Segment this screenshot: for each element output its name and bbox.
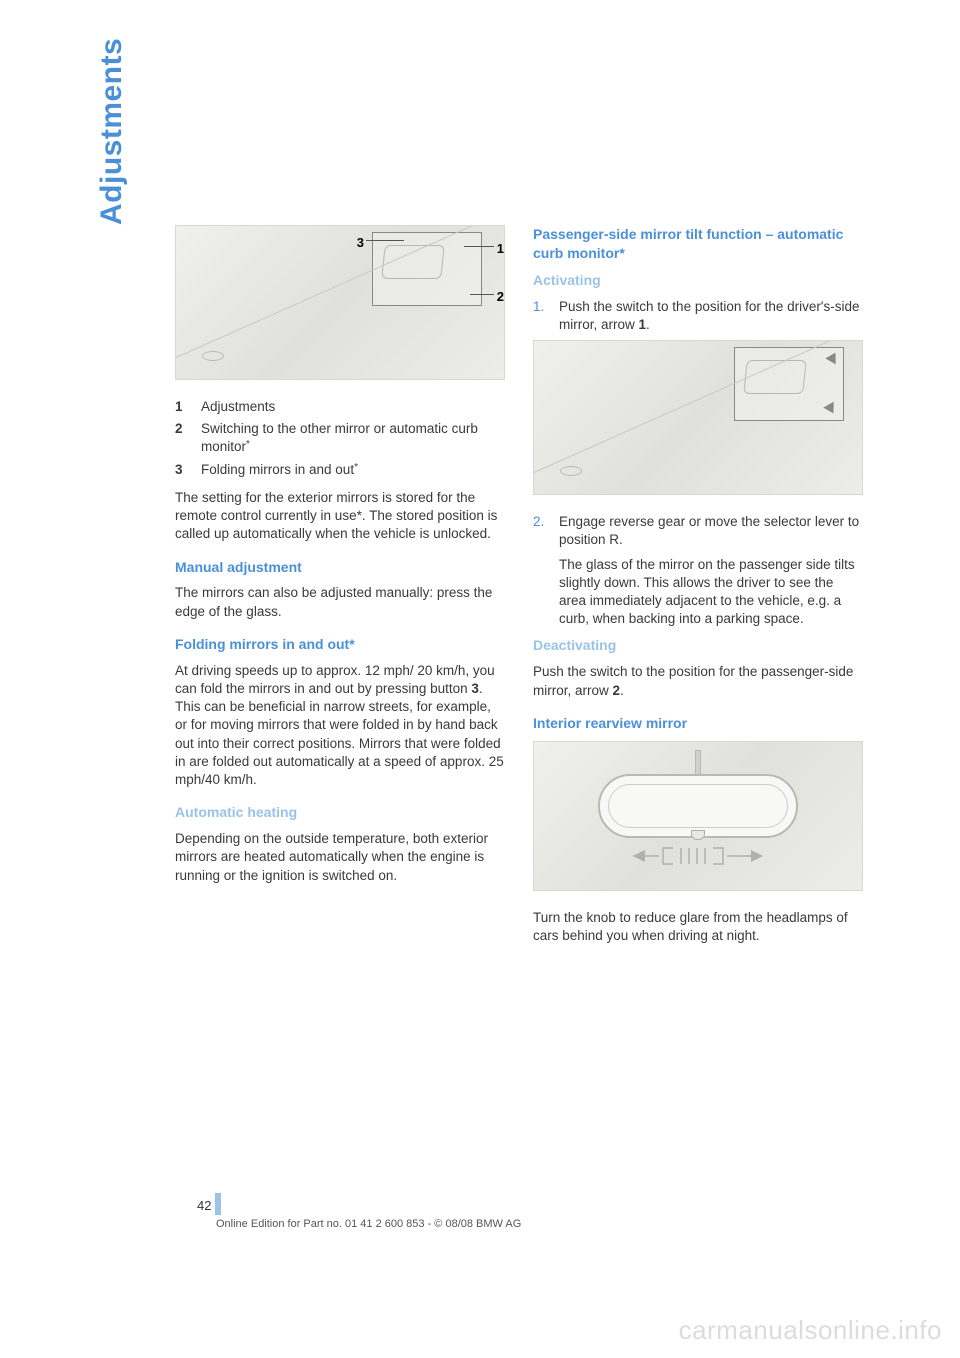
paragraph: The setting for the exterior mirrors is … (175, 489, 505, 544)
ordered-list: 1. Push the switch to the position for t… (533, 298, 863, 334)
legend-item: 2 Switching to the other mirror or autom… (175, 420, 505, 456)
ordered-list: 2. Engage reverse gear or move the selec… (533, 513, 863, 628)
mirror-knob (691, 830, 705, 840)
legend-num: 1 (175, 398, 201, 416)
page-number: 42 (197, 1198, 211, 1215)
manual-page: Adjustments 1 2 3 (0, 0, 960, 1358)
heading-deactivating: Deactivating (533, 636, 863, 655)
heading-interior-mirror: Interior rearview mirror (533, 714, 863, 733)
chapter-title-text: Adjustments (95, 38, 128, 225)
step-text: Push the switch to the position for the … (559, 298, 863, 334)
step-subtext: The glass of the mirror on the passenger… (559, 556, 863, 629)
right-column: Passenger-side mirror tilt function – au… (533, 225, 863, 959)
decorative-shape (202, 351, 224, 361)
step-text: Engage reverse gear or move the selector… (559, 513, 863, 549)
heading-tilt-function: Passenger-side mirror tilt function – au… (533, 225, 863, 263)
legend-item: 3 Folding mirrors in and out* (175, 461, 505, 479)
paragraph: The mirrors can also be adjusted manuall… (175, 584, 505, 620)
step-number: 1. (533, 298, 559, 334)
heading-activating: Activating (533, 271, 863, 290)
paragraph: Depending on the outside temperature, bo… (175, 830, 505, 885)
chapter-title-vertical: Adjustments (95, 38, 129, 225)
mirror-body (598, 774, 798, 838)
paragraph: Turn the knob to reduce glare from the h… (533, 909, 863, 945)
figure-mirror-switch (533, 340, 863, 495)
mirror-stem (695, 750, 701, 776)
heading-automatic-heating: Automatic heating (175, 803, 505, 822)
legend-text: Switching to the other mirror or automat… (201, 420, 505, 456)
footer-text: Online Edition for Part no. 01 41 2 600 … (216, 1218, 521, 1230)
paragraph: Push the switch to the position for the … (533, 663, 863, 699)
legend-text: Adjustments (201, 398, 275, 416)
step-number: 2. (533, 513, 559, 549)
left-column: 1 2 3 1 Adjustments 2 Switching to th (175, 225, 505, 959)
figure-interior-mirror (533, 741, 863, 891)
legend-num: 2 (175, 420, 201, 456)
page-number-block: 42 (197, 1193, 221, 1215)
figure-mirror-controls: 1 2 3 (175, 225, 505, 380)
page-number-bar (215, 1193, 221, 1215)
legend-text: Folding mirrors in and out* (201, 461, 358, 479)
decorative-line (534, 341, 862, 494)
content-columns: 1 2 3 1 Adjustments 2 Switching to th (175, 225, 865, 959)
legend-num: 3 (175, 461, 201, 479)
paragraph: At driving speeds up to approx. 12 mph/ … (175, 662, 505, 790)
adjust-arrows-icon (623, 842, 773, 878)
list-item: 1. Push the switch to the position for t… (533, 298, 863, 334)
decorative-line (176, 226, 504, 379)
list-item: 2. Engage reverse gear or move the selec… (533, 513, 863, 549)
legend-item: 1 Adjustments (175, 398, 505, 416)
callout-legend: 1 Adjustments 2 Switching to the other m… (175, 398, 505, 479)
heading-manual-adjustment: Manual adjustment (175, 558, 505, 577)
site-watermark: carmanualsonline.info (679, 1315, 942, 1346)
mirror-glass (608, 784, 788, 828)
heading-folding-mirrors: Folding mirrors in and out* (175, 635, 505, 654)
